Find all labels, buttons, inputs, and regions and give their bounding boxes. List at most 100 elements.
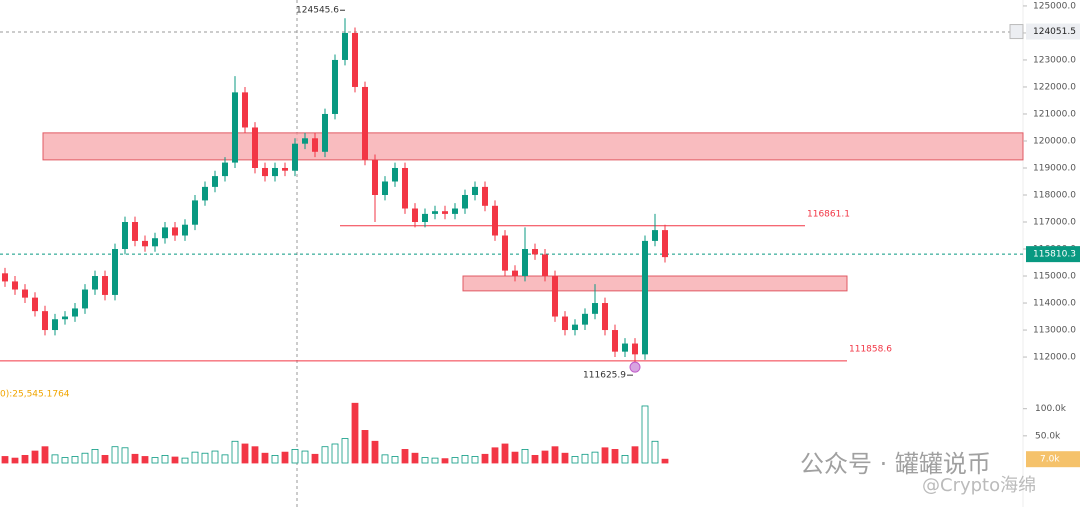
candle-body bbox=[662, 230, 668, 258]
volume-bar bbox=[181, 457, 189, 464]
volume-bar bbox=[421, 457, 429, 464]
plus-button[interactable] bbox=[1009, 24, 1024, 40]
candle-body bbox=[182, 224, 188, 236]
volume-bar bbox=[51, 454, 59, 464]
volume-bar bbox=[31, 450, 39, 464]
candle-body bbox=[212, 176, 218, 187]
crosshair-label: 124051.5 bbox=[1033, 27, 1076, 37]
candle-body bbox=[482, 186, 488, 206]
y-tick-label: 115000.0 bbox=[1033, 272, 1076, 282]
volume-bar bbox=[241, 443, 249, 464]
volume-bar bbox=[71, 456, 79, 464]
zone bbox=[462, 275, 848, 292]
volume-bar bbox=[41, 446, 49, 464]
candle-body bbox=[352, 32, 358, 87]
volume-bar bbox=[531, 454, 539, 464]
candle-body bbox=[472, 186, 478, 195]
candle-body bbox=[622, 343, 628, 352]
candle-body bbox=[412, 208, 418, 223]
volume-bar bbox=[591, 451, 599, 464]
volume-bar bbox=[581, 453, 589, 464]
candle-body bbox=[322, 113, 328, 152]
volume-bar bbox=[161, 454, 169, 464]
volume-bar bbox=[461, 454, 469, 464]
candle-body bbox=[442, 211, 448, 214]
candle-body bbox=[2, 273, 8, 282]
y-tick-label: 123000.0 bbox=[1033, 55, 1076, 65]
volume-bar bbox=[391, 456, 399, 464]
candle-body bbox=[162, 227, 168, 239]
volume-bar bbox=[81, 452, 89, 464]
candle-body bbox=[302, 138, 308, 144]
volume-bar bbox=[601, 447, 609, 464]
volume-bar bbox=[441, 458, 449, 464]
candle-body bbox=[532, 249, 538, 255]
volume-bar bbox=[621, 454, 629, 464]
volume-bar bbox=[631, 446, 639, 464]
candle-body bbox=[392, 167, 398, 182]
candle-body bbox=[582, 313, 588, 325]
volume-bar bbox=[291, 449, 299, 464]
candle-body bbox=[242, 92, 248, 128]
volume-bar bbox=[571, 456, 579, 464]
candle-body bbox=[522, 249, 528, 277]
volume-bar bbox=[91, 449, 99, 464]
candle-body bbox=[342, 32, 348, 60]
watermark-handle: @Crypto海绵 bbox=[922, 475, 1036, 496]
candle-body bbox=[512, 270, 518, 277]
candle-body bbox=[262, 167, 268, 177]
volume-legend: 0):25,545.1764 bbox=[0, 390, 70, 400]
candle-body bbox=[502, 235, 508, 271]
candle-body bbox=[142, 240, 148, 247]
volume-bar bbox=[131, 453, 139, 464]
volume-bar bbox=[191, 451, 199, 464]
last-price-label: 115810.3 bbox=[1033, 250, 1076, 260]
candle-body bbox=[292, 143, 298, 171]
volume-bar bbox=[261, 452, 269, 464]
volume-bar bbox=[231, 440, 239, 464]
candle-body bbox=[492, 205, 498, 236]
volume-bar bbox=[11, 457, 19, 464]
volume-bar bbox=[321, 446, 329, 464]
volume-bar bbox=[661, 458, 669, 464]
watermark: 公众号 · 罐罐说币 bbox=[800, 450, 991, 478]
level-label: 111858.6 bbox=[849, 344, 892, 354]
level-label: 116861.1 bbox=[807, 209, 850, 219]
candle-body bbox=[222, 162, 228, 177]
crosshair-box bbox=[1026, 23, 1080, 40]
candle-body bbox=[642, 240, 648, 355]
y-tick-label: 118000.0 bbox=[1033, 190, 1076, 200]
volume-bar bbox=[341, 438, 349, 464]
volume-bar bbox=[551, 446, 559, 464]
candle-body bbox=[92, 276, 98, 290]
volume-bar bbox=[491, 447, 499, 464]
volume-bar bbox=[61, 457, 69, 464]
y-tick-label: 114000.0 bbox=[1033, 299, 1076, 309]
low-marker bbox=[629, 361, 641, 373]
volume-bar bbox=[471, 456, 479, 464]
candle-body bbox=[552, 276, 558, 317]
candle-body bbox=[12, 281, 18, 290]
candle-body bbox=[62, 316, 68, 320]
volume-bar bbox=[451, 457, 459, 464]
volume-tag: 7.0k bbox=[1040, 455, 1060, 465]
volume-tick-label: 100.0k bbox=[1035, 404, 1067, 414]
volume-bar bbox=[431, 457, 439, 464]
volume-bar bbox=[151, 457, 159, 464]
volume-tag-box bbox=[1026, 451, 1080, 468]
candle-body bbox=[72, 308, 78, 317]
candle-body bbox=[42, 311, 48, 331]
high-label: 124545.6 bbox=[296, 6, 339, 16]
y-tick-label: 120000.0 bbox=[1033, 136, 1076, 146]
candle-body bbox=[432, 211, 438, 214]
candle-body bbox=[612, 330, 618, 352]
y-tick-label: 112000.0 bbox=[1033, 353, 1076, 363]
candle-body bbox=[332, 59, 338, 114]
volume-bar bbox=[21, 454, 29, 464]
candle-body bbox=[152, 238, 158, 247]
candle-body bbox=[112, 249, 118, 295]
volume-bar bbox=[561, 452, 569, 464]
volume-bar bbox=[481, 453, 489, 464]
candle-body bbox=[192, 200, 198, 225]
